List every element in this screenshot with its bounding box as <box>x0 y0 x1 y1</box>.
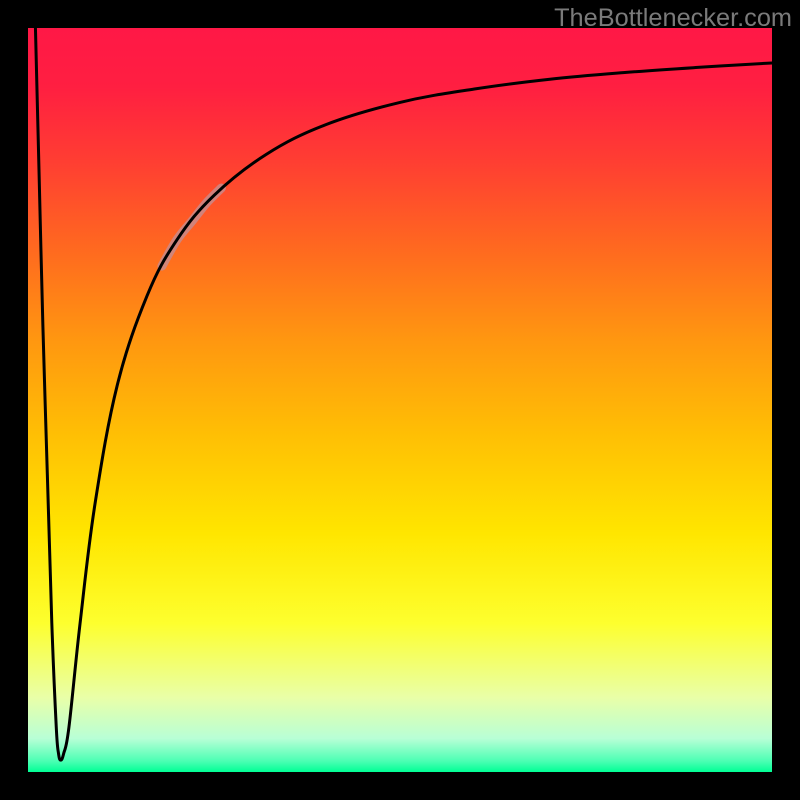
highlight-segment <box>162 188 222 266</box>
plot-area <box>28 28 772 772</box>
bottleneck-curve <box>35 28 772 760</box>
watermark-text: TheBottlenecker.com <box>554 4 792 33</box>
image-root: TheBottlenecker.com <box>0 0 800 800</box>
chart-curve-layer <box>28 28 772 772</box>
